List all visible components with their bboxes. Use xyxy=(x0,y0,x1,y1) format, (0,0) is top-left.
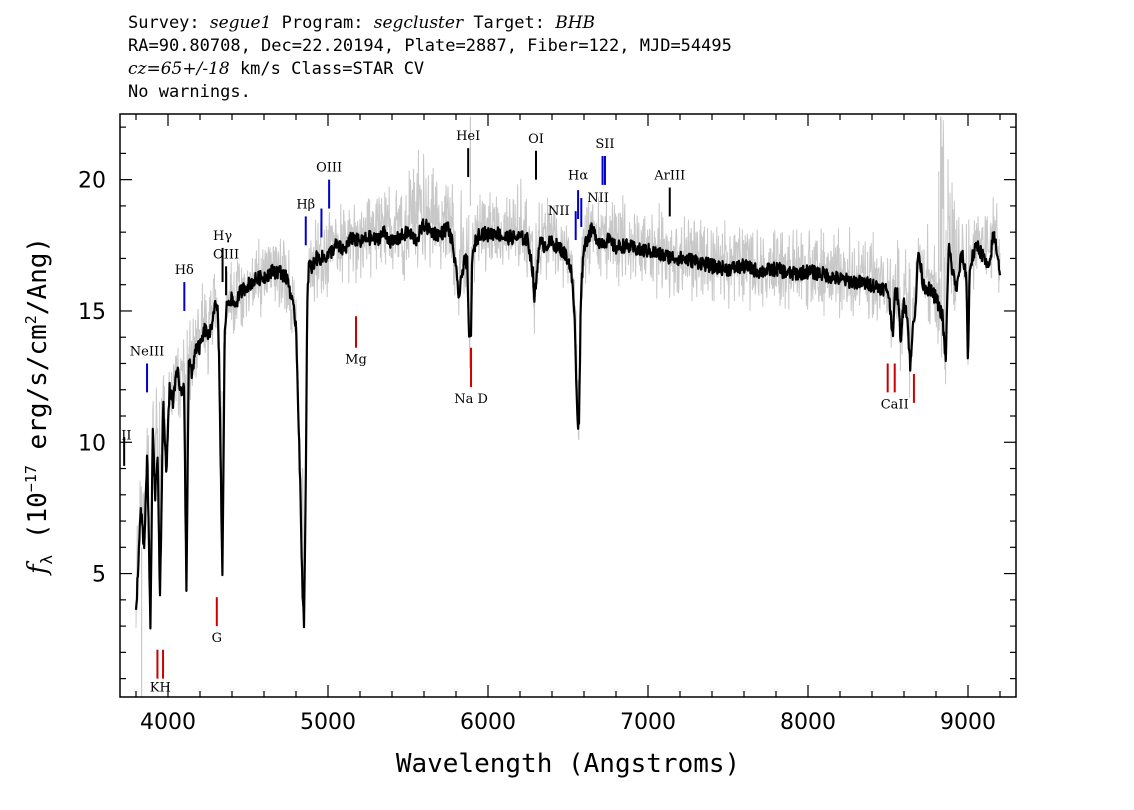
line-marker-label: G xyxy=(212,631,222,646)
x-tick-label: 7000 xyxy=(620,710,676,735)
program-value: segcluster xyxy=(373,13,464,33)
ylabel-post: /Ang) xyxy=(23,237,53,315)
survey-value: segue1 xyxy=(209,13,272,33)
x-tick-label: 8000 xyxy=(780,710,836,735)
line-marker-label: NII xyxy=(548,204,570,219)
header-line-redshift: cz=65+/-18 km/s Class=STAR CV xyxy=(128,58,732,81)
line-marker-label: Hδ xyxy=(175,263,194,278)
line-marker-label: Hγ xyxy=(213,229,232,244)
line-marker-label: SII xyxy=(595,137,614,152)
header-line-warnings: No warnings. xyxy=(128,82,251,102)
spectrum-series xyxy=(134,218,1002,630)
target-label: Target: xyxy=(463,13,556,33)
line-marker-label: HeI xyxy=(456,129,480,144)
x-tick-label: 4000 xyxy=(140,710,196,735)
ylabel-exp1: −17 xyxy=(22,465,40,492)
header-line-coordinates: RA=90.80708, Dec=22.20194, Plate=2887, F… xyxy=(128,36,732,56)
line-marker-label: ArIII xyxy=(653,169,685,184)
cz-value: cz=65+/-18 xyxy=(128,59,230,79)
line-marker-label: Mg xyxy=(345,353,367,368)
x-tick-label: 9000 xyxy=(940,710,996,735)
y-tick-label: 20 xyxy=(78,169,106,194)
class-text: km/s Class=STAR CV xyxy=(229,59,425,79)
spectrum-header: Survey: segue1 Program: segcluster Targe… xyxy=(128,12,732,104)
line-marker-label: Hβ xyxy=(296,197,315,212)
plot-frame xyxy=(119,113,1017,698)
y-tick-label: 15 xyxy=(78,300,106,325)
line-marker-label: KH xyxy=(150,681,171,696)
x-tick-label: 6000 xyxy=(460,710,516,735)
line-marker-label: CaII xyxy=(881,397,909,412)
header-line-survey: Survey: segue1 Program: segcluster Targe… xyxy=(128,12,732,35)
line-marker-label: OIII xyxy=(213,247,239,262)
error-envelope-line xyxy=(135,119,1001,628)
line-marker-label: Hα xyxy=(568,169,588,184)
line-marker-label: OIII xyxy=(316,161,342,176)
axis-ticks: 4000 5000 6000 7000 8000 9000 5 10 15 20 xyxy=(78,114,1016,735)
target-value: BHB xyxy=(555,13,596,33)
program-label: Program: xyxy=(271,13,374,33)
x-axis-title: Wavelength (Angstroms) xyxy=(396,749,740,779)
ylabel-sub: λ xyxy=(37,554,56,564)
ylabel-exp2: 2 xyxy=(22,315,40,324)
y-tick-label: 10 xyxy=(78,431,106,456)
line-marker-label: II xyxy=(121,429,131,444)
ylabel-pre: (10 xyxy=(23,492,53,555)
ylabel-mid: erg/s/cm xyxy=(23,324,53,465)
line-marker-label: Na D xyxy=(454,392,488,407)
line-marker-label: OI xyxy=(528,132,544,147)
line-marker-label: NeIII xyxy=(130,344,164,359)
line-marker-label: NII xyxy=(587,191,609,206)
x-tick-label: 5000 xyxy=(300,710,356,735)
y-axis-title: fλ (10−17 erg/s/cm2/Ang) xyxy=(22,237,56,576)
spectrum-line xyxy=(134,218,1002,630)
plot-border xyxy=(119,113,1017,698)
y-tick-label: 5 xyxy=(92,563,106,588)
line-markers: NeIII Hδ Hγ OIII Hβ OIII HeI OI NII NII SII ArIII G M… xyxy=(121,129,915,696)
survey-label: Survey: xyxy=(128,13,210,33)
